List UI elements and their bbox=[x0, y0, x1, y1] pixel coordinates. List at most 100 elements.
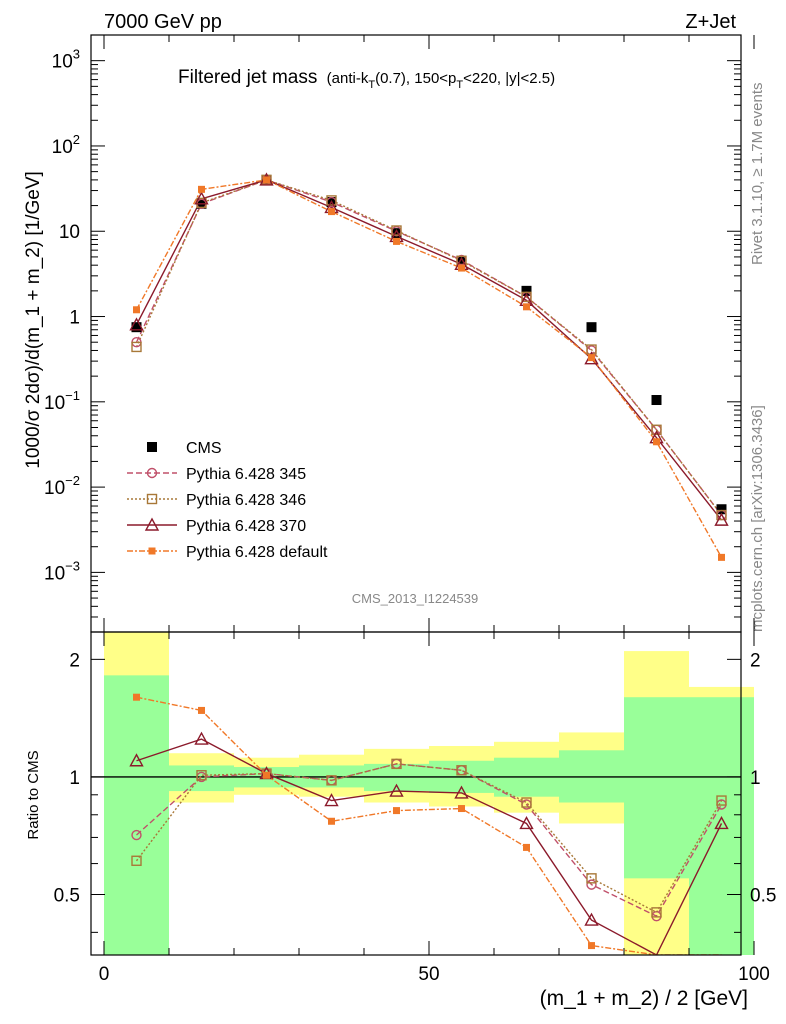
ratio-point bbox=[263, 771, 270, 779]
ratio-line-pythia-6-428-370 bbox=[136, 738, 723, 955]
y-axis-label: 1000/σ 2dσ)/d(m_1 + m_2) [1/GeV] bbox=[23, 171, 44, 469]
ratio-point bbox=[391, 758, 402, 770]
header-process-label: Z+Jet bbox=[685, 11, 736, 33]
ratio-tick-label-right: 0.5 bbox=[750, 886, 776, 907]
legend-marker bbox=[148, 547, 156, 555]
y-tick-label: 103 bbox=[52, 47, 80, 73]
series-line-pythia-6-428-346 bbox=[135, 179, 723, 516]
data-point bbox=[263, 176, 270, 184]
data-point bbox=[131, 341, 142, 353]
data-point bbox=[458, 264, 465, 272]
ratio-point bbox=[716, 795, 727, 806]
plot-title-sub-b: (0.7), 150<p bbox=[375, 70, 456, 87]
data-point bbox=[194, 191, 209, 205]
ratio-point bbox=[456, 765, 467, 776]
data-point bbox=[196, 197, 207, 209]
ratio-line-pythia-6-428-default bbox=[136, 696, 722, 955]
ratio-point bbox=[326, 775, 337, 786]
analysis-id-label: CMS_2013_I1224539 bbox=[352, 591, 479, 606]
plot-title-sub-sub2: T bbox=[456, 79, 463, 91]
ratio-point bbox=[588, 942, 595, 950]
y-tick-label: 1 bbox=[69, 308, 80, 329]
main-frame bbox=[90, 34, 742, 633]
ratio-line-pythia-6-428-346 bbox=[135, 763, 723, 914]
header-beam-label: 7000 GeV pp bbox=[104, 11, 222, 33]
data-point bbox=[326, 195, 337, 206]
ratio-point bbox=[584, 912, 599, 926]
ratio-tick-label-left: 2 bbox=[69, 650, 80, 671]
series-line-pythia-6-428-default bbox=[135, 179, 723, 558]
data-point bbox=[523, 303, 530, 311]
ratio-point bbox=[198, 706, 205, 714]
legend-marker bbox=[144, 517, 160, 531]
plot-title-sub-a: (anti-k bbox=[327, 70, 369, 87]
ratio-point bbox=[454, 785, 469, 799]
ratio-band-inner bbox=[169, 765, 234, 792]
data-point bbox=[716, 509, 727, 521]
ratio-point bbox=[586, 879, 597, 890]
data-point bbox=[391, 225, 402, 236]
legend-marker bbox=[146, 467, 158, 479]
plot-title-sub-sub1: T bbox=[368, 79, 375, 91]
ratio-tick-label-left: 0.5 bbox=[54, 886, 80, 907]
legend-marker bbox=[147, 442, 157, 452]
ratio-series-group bbox=[129, 693, 729, 955]
data-point bbox=[133, 306, 140, 314]
x-tick-label: 0 bbox=[99, 964, 110, 985]
plot-title: Filtered jet mass (anti-kT(0.7), 150<pT<… bbox=[178, 67, 555, 91]
ratio-tick-label-right: 2 bbox=[750, 650, 761, 671]
ratio-point bbox=[133, 693, 140, 701]
ratio-point bbox=[714, 816, 729, 830]
y-tick-label: 10−1 bbox=[44, 388, 80, 414]
x-tick-label: 50 bbox=[418, 964, 439, 985]
ratio-tick-label-left: 1 bbox=[69, 768, 80, 789]
y-tick-label: 10 bbox=[59, 222, 80, 243]
data-point bbox=[653, 438, 660, 446]
data-point bbox=[456, 255, 467, 266]
ratio-point bbox=[194, 731, 209, 745]
data-point bbox=[718, 553, 725, 561]
legend-marker bbox=[146, 493, 158, 505]
legend: CMS Pythia 6.428 345 Pythia 6.428 346 Pythi… bbox=[127, 440, 328, 561]
ratio-point bbox=[651, 907, 662, 918]
ratio-point bbox=[523, 843, 530, 851]
ratio-band-inner bbox=[624, 697, 689, 879]
y-tick-label: 10−2 bbox=[44, 473, 80, 499]
legend-label: Pythia 6.428 346 bbox=[186, 492, 306, 509]
ratio-point bbox=[196, 770, 207, 781]
data-point bbox=[588, 354, 595, 362]
ratio-point bbox=[328, 817, 335, 825]
ratio-y-axis-label: Ratio to CMS bbox=[25, 750, 42, 839]
data-point bbox=[651, 424, 662, 435]
x-axis-label: (m_1 + m_2) / 2 [GeV] bbox=[540, 987, 748, 1010]
legend-label: Pythia 6.428 370 bbox=[186, 518, 306, 535]
data-point bbox=[131, 322, 142, 333]
mcplots-label: mcplots.cern.ch [arXiv:1306.3436] bbox=[749, 405, 766, 632]
ratio-point bbox=[586, 873, 597, 884]
data-point bbox=[198, 185, 205, 193]
ratio-point bbox=[131, 855, 142, 866]
ratio-point bbox=[521, 797, 532, 808]
main-plot-marks bbox=[129, 172, 729, 561]
data-point bbox=[393, 237, 400, 245]
ratio-point bbox=[131, 829, 142, 841]
data-point bbox=[129, 317, 144, 331]
data-point bbox=[586, 322, 597, 333]
data-point bbox=[391, 228, 402, 239]
ratio-band-inner bbox=[689, 697, 754, 955]
series-line-pythia-6-428-370 bbox=[135, 179, 723, 521]
ratio-point bbox=[458, 805, 465, 813]
ratio-plot-marks bbox=[129, 693, 729, 955]
ratio-frame bbox=[90, 631, 742, 956]
legend-label: CMS bbox=[186, 440, 222, 457]
ratio-point bbox=[129, 753, 144, 767]
ratio-point bbox=[389, 783, 404, 797]
legend-label: Pythia 6.428 345 bbox=[186, 466, 306, 483]
ratio-point bbox=[519, 816, 534, 830]
series-line-pythia-6-428-345 bbox=[135, 179, 723, 516]
ratio-point bbox=[393, 807, 400, 815]
legend-label: Pythia 6.428 default bbox=[186, 544, 328, 561]
y-tick-label: 102 bbox=[52, 132, 80, 158]
ratio-point bbox=[324, 793, 339, 807]
